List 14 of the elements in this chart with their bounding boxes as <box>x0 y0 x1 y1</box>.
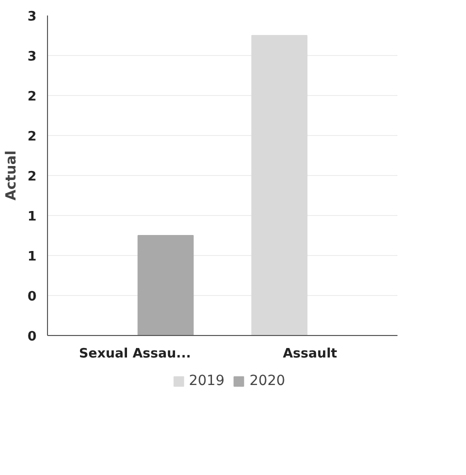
y-axis-title: Actual <box>3 150 20 201</box>
x-tick-label: Sexual Assau... <box>79 346 191 362</box>
y-tick-label: 0 <box>27 290 36 304</box>
y-tick-label: 1 <box>27 210 36 224</box>
y-tick-label: 3 <box>27 50 36 64</box>
legend-label: 2020 <box>250 373 286 389</box>
y-tick-label: 0 <box>27 330 36 344</box>
y-tick-label: 2 <box>27 90 36 104</box>
y-tick-label: 1 <box>27 250 36 264</box>
y-tick-label: 2 <box>27 130 36 144</box>
y-tick-label: 3 <box>27 10 36 24</box>
x-tick-label: Assault <box>282 346 338 362</box>
y-tick-label: 2 <box>27 170 36 184</box>
legend-label: 2019 <box>188 373 224 389</box>
